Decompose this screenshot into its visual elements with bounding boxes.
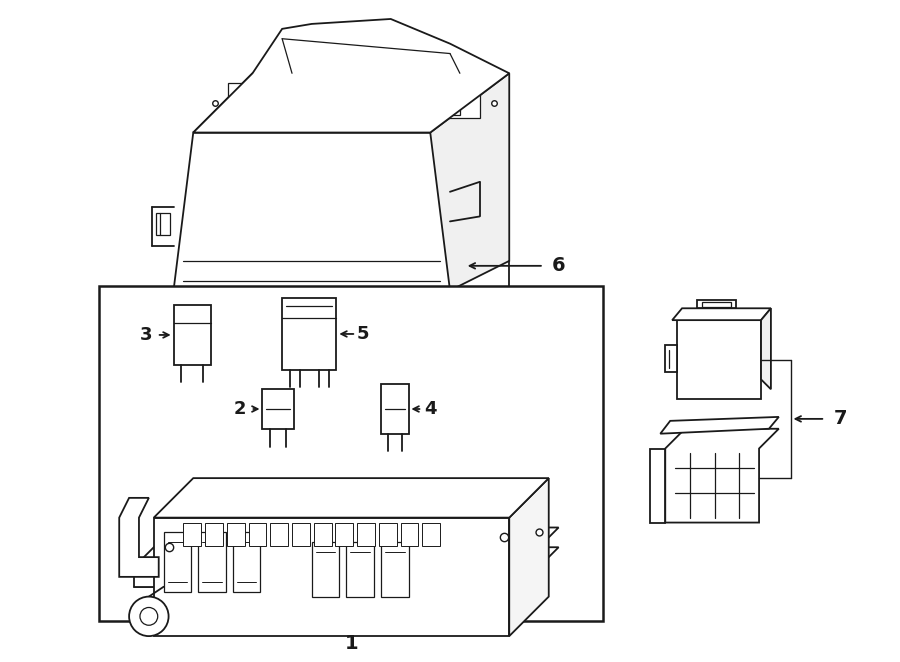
Polygon shape [119, 498, 158, 577]
Polygon shape [761, 308, 771, 389]
Text: 6: 6 [552, 256, 565, 275]
Bar [282, 299, 337, 369]
Polygon shape [661, 417, 778, 434]
Bar [665, 345, 677, 373]
Circle shape [129, 596, 168, 636]
Text: 3: 3 [140, 326, 152, 344]
Polygon shape [134, 567, 519, 587]
Bar [346, 542, 374, 596]
Bar [174, 305, 211, 365]
Bar [357, 522, 375, 546]
Polygon shape [174, 132, 450, 291]
Polygon shape [697, 301, 736, 308]
Polygon shape [430, 73, 509, 291]
Circle shape [140, 608, 158, 625]
Bar [156, 214, 169, 235]
Bar [198, 532, 226, 592]
Bar [227, 522, 245, 546]
Polygon shape [194, 73, 509, 132]
Polygon shape [702, 303, 732, 307]
Polygon shape [134, 547, 559, 587]
Polygon shape [154, 518, 509, 636]
Bar [379, 522, 397, 546]
Polygon shape [509, 478, 549, 636]
Bar [263, 389, 294, 429]
Polygon shape [228, 83, 480, 118]
Polygon shape [665, 429, 778, 522]
Polygon shape [253, 85, 460, 115]
Bar [100, 285, 603, 622]
Bar [270, 522, 288, 546]
Text: 7: 7 [833, 409, 847, 428]
Polygon shape [154, 478, 549, 518]
Bar [677, 320, 761, 399]
Polygon shape [672, 308, 771, 320]
Bar [292, 522, 310, 546]
Polygon shape [134, 528, 559, 567]
Bar [205, 522, 223, 546]
Bar [311, 542, 339, 596]
Bar [381, 542, 409, 596]
Bar [422, 522, 440, 546]
Polygon shape [651, 448, 665, 522]
Text: 4: 4 [424, 400, 436, 418]
Polygon shape [194, 19, 509, 132]
Text: 5: 5 [357, 325, 369, 343]
Text: 2: 2 [233, 400, 246, 418]
Bar [248, 522, 266, 546]
Bar [400, 522, 418, 546]
Bar [381, 385, 409, 434]
Text: 1: 1 [345, 634, 358, 653]
Bar [164, 532, 192, 592]
Bar [314, 522, 331, 546]
Bar [184, 522, 202, 546]
Bar [233, 532, 260, 592]
Bar [336, 522, 353, 546]
